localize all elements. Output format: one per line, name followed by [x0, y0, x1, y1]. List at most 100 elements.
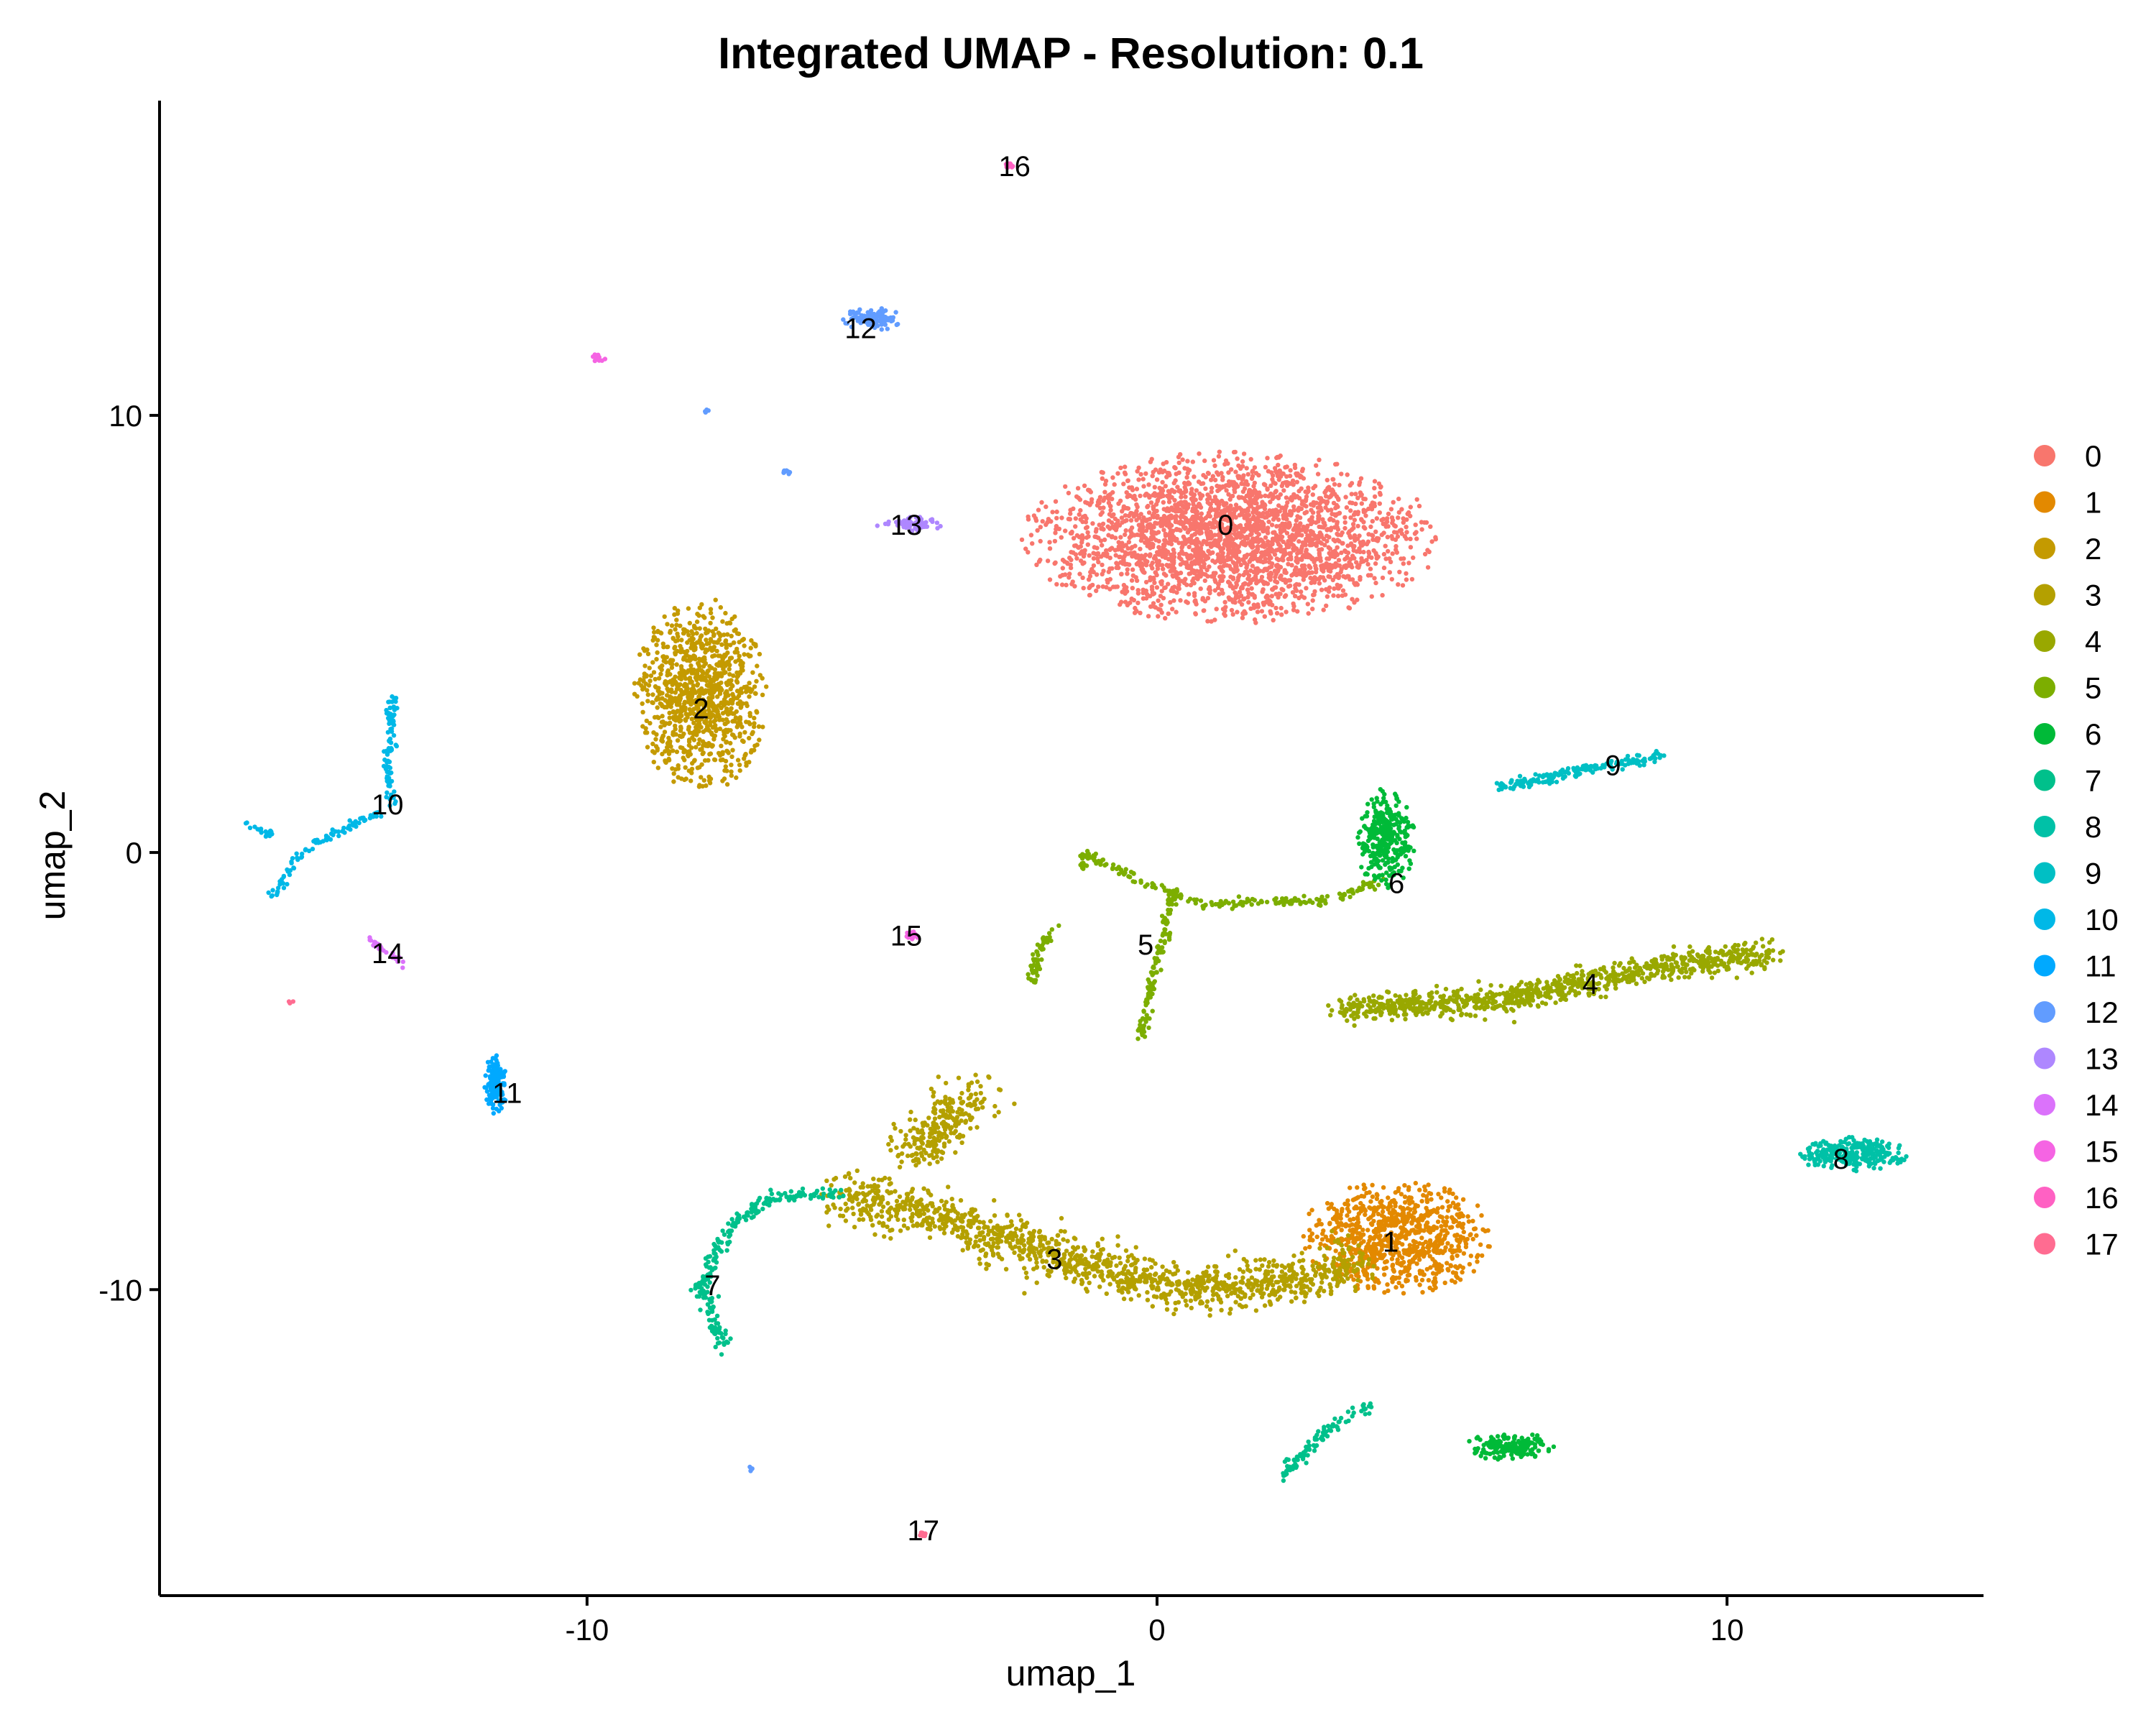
cell-point	[1180, 503, 1186, 509]
cell-point	[1424, 1197, 1429, 1202]
cell-point	[1274, 580, 1280, 585]
cell-point	[1187, 482, 1192, 487]
cell-point	[1345, 550, 1351, 556]
cell-point	[1406, 1263, 1412, 1268]
cell-point	[1278, 492, 1284, 497]
cell-point	[1401, 561, 1406, 566]
cell-point	[1148, 459, 1153, 464]
cell-point	[1265, 511, 1270, 516]
cell-point	[1258, 1257, 1263, 1262]
cell-point	[1270, 477, 1275, 482]
cell-point	[666, 721, 672, 726]
cell-point	[1426, 1213, 1431, 1218]
cell-point	[1265, 487, 1270, 492]
cell-point	[1208, 535, 1214, 541]
cell-point	[1019, 537, 1025, 543]
cell-point	[1251, 569, 1256, 575]
cell-point	[1322, 543, 1327, 548]
cell-point	[1248, 504, 1254, 509]
cell-point	[1158, 602, 1164, 607]
cell-point	[1254, 539, 1259, 544]
cell-point	[676, 608, 681, 613]
cell-point	[1206, 548, 1211, 553]
cell-point	[1276, 594, 1281, 600]
cell-point	[1143, 518, 1149, 523]
cell-point	[1337, 482, 1342, 487]
cell-point	[1077, 512, 1082, 517]
cell-point	[645, 745, 650, 750]
cell-point	[651, 625, 656, 630]
cell-point	[1221, 564, 1226, 569]
cell-point	[1094, 588, 1099, 594]
cell-point	[1317, 547, 1322, 553]
cell-point	[1275, 512, 1280, 518]
cell-point	[1396, 1275, 1402, 1280]
cell-point	[1425, 565, 1431, 570]
cell-point	[1325, 562, 1330, 567]
cell-point	[1212, 588, 1218, 593]
cell-point	[1289, 512, 1294, 518]
cell-point	[1197, 558, 1202, 563]
cell-point	[691, 636, 696, 642]
cell-point	[681, 655, 686, 661]
cell-point	[1215, 488, 1220, 494]
cell-point	[1350, 1197, 1356, 1202]
cell-point	[1363, 1208, 1368, 1213]
cell-point	[1170, 607, 1175, 612]
cell-point	[1035, 528, 1040, 533]
cell-point	[686, 753, 691, 758]
cell-point	[1068, 530, 1074, 536]
cell-point	[724, 700, 729, 705]
cell-point	[673, 674, 678, 679]
cell-point	[1386, 1207, 1391, 1212]
cell-point	[1132, 493, 1137, 499]
cell-point	[1434, 1271, 1439, 1276]
cell-point	[1172, 497, 1177, 503]
cell-point	[719, 642, 724, 647]
cell-point	[1184, 489, 1189, 494]
cell-point	[1099, 469, 1105, 475]
cell-point	[1194, 520, 1199, 526]
cell-point	[1250, 510, 1256, 515]
cell-point	[1291, 504, 1296, 509]
cell-point	[1335, 574, 1340, 579]
cell-point	[1263, 535, 1268, 540]
cell-point	[1270, 602, 1275, 607]
cell-point	[1207, 564, 1212, 569]
cell-point	[1439, 1264, 1445, 1269]
cell-point	[1322, 520, 1327, 525]
cell-point	[734, 674, 740, 680]
cell-point	[1296, 508, 1301, 513]
cell-point	[1244, 466, 1249, 471]
cell-point	[1350, 522, 1356, 527]
cell-point	[1281, 516, 1286, 521]
cell-point	[1289, 1289, 1294, 1294]
cell-point	[678, 745, 683, 750]
cell-point	[1098, 538, 1104, 543]
cell-point	[1360, 1203, 1365, 1209]
cell-point	[1205, 513, 1210, 519]
cell-point	[1327, 585, 1332, 590]
cell-point	[1366, 554, 1372, 559]
cell-point	[698, 634, 704, 640]
cell-point	[1374, 516, 1380, 521]
cell-point	[1304, 494, 1309, 500]
cell-point	[1199, 550, 1204, 555]
cell-point	[1171, 1311, 1176, 1317]
cell-point	[641, 678, 646, 683]
cell-point	[1304, 572, 1309, 577]
cell-point	[1225, 544, 1230, 549]
cell-point	[655, 650, 660, 656]
cell-point	[1231, 569, 1237, 574]
cell-point	[686, 694, 691, 699]
cell-point	[1306, 485, 1311, 490]
cell-point	[1455, 1253, 1460, 1259]
cell-point	[645, 730, 650, 735]
cell-point	[1273, 481, 1278, 486]
cell-point	[1447, 1204, 1453, 1209]
cell-point	[1077, 534, 1082, 540]
cell-point	[1345, 574, 1350, 579]
cell-point	[1355, 1223, 1360, 1228]
cell-point	[882, 1234, 887, 1239]
cell-point	[697, 626, 702, 631]
